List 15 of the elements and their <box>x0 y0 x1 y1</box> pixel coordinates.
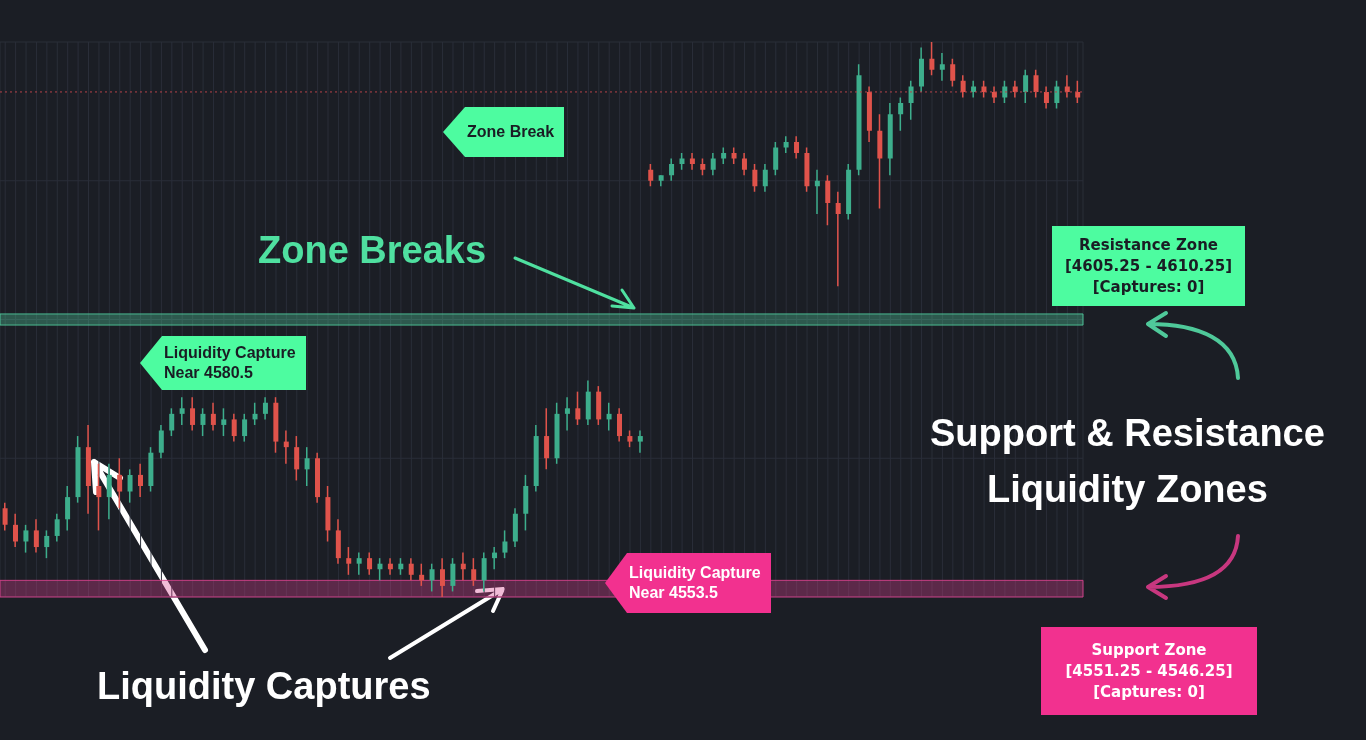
candlestick <box>637 430 643 453</box>
annotation: Liquidity Capture Near 4553.5 <box>627 553 771 613</box>
candlestick <box>564 397 570 431</box>
annotation: Zone Breaks <box>258 228 487 273</box>
annotation: Liquidity Capture Near 4580.5 <box>162 336 306 390</box>
band-label: Support Zone [4551.25 - 4546.25] [Captures: 0] <box>1041 627 1257 715</box>
candlestick <box>1064 75 1070 98</box>
candlestick <box>356 552 362 575</box>
candlestick <box>179 397 185 425</box>
text: Liquidity Captures <box>97 664 431 709</box>
candlestick <box>835 191 841 287</box>
band-label: Resistance Zone [4605.25 - 4610.25] [Captures: 0] <box>1052 226 1245 306</box>
candlestick <box>939 53 945 81</box>
annotation: Zone Break <box>465 107 565 157</box>
annotation: Support & Resistance Liquidity Zones <box>930 411 1325 512</box>
